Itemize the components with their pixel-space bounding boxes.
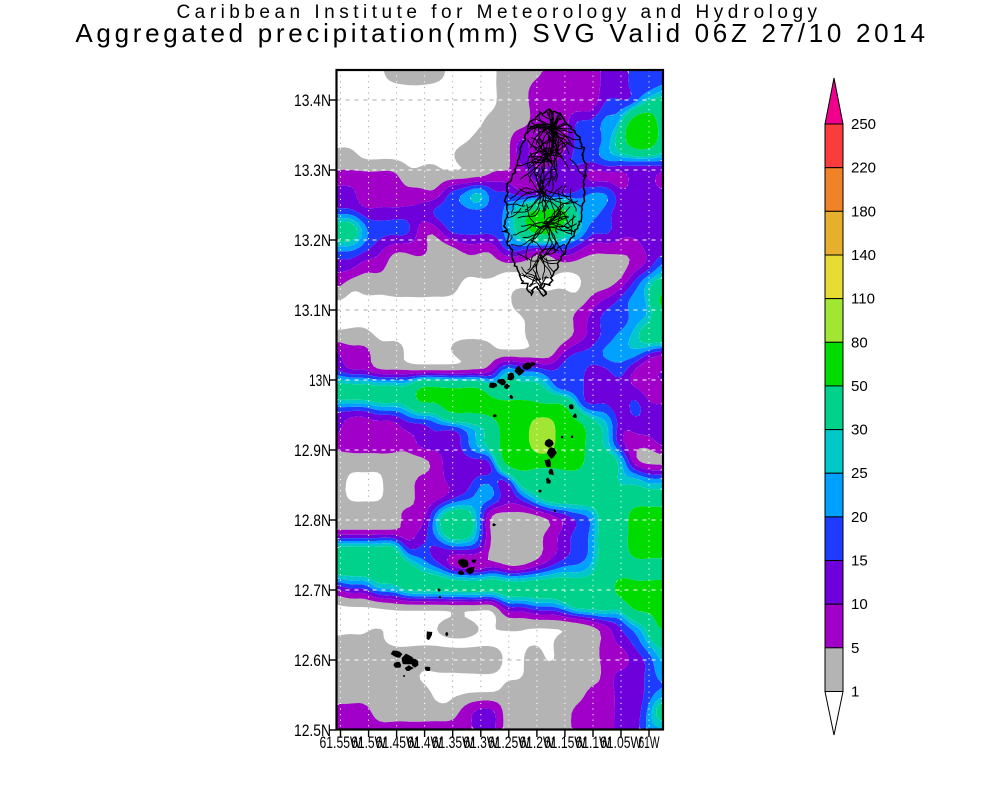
svg-text:61.5W: 61.5W xyxy=(351,733,386,752)
svg-text:30: 30 xyxy=(851,422,868,439)
svg-text:13.4N: 13.4N xyxy=(294,91,331,110)
svg-text:250: 250 xyxy=(851,116,876,133)
svg-text:110: 110 xyxy=(851,291,875,308)
svg-text:61.55W: 61.55W xyxy=(320,733,362,752)
svg-text:80: 80 xyxy=(851,334,868,351)
svg-text:61W: 61W xyxy=(639,733,660,752)
svg-text:13.1N: 13.1N xyxy=(294,301,331,320)
svg-text:13.3N: 13.3N xyxy=(294,161,331,180)
svg-text:5: 5 xyxy=(851,640,859,657)
svg-text:12.5N: 12.5N xyxy=(294,721,331,740)
svg-text:61.35W: 61.35W xyxy=(432,733,474,752)
svg-text:25: 25 xyxy=(851,465,868,482)
svg-text:13N: 13N xyxy=(309,371,331,390)
svg-text:12.8N: 12.8N xyxy=(294,511,331,530)
svg-text:12.9N: 12.9N xyxy=(294,441,331,460)
svg-text:220: 220 xyxy=(851,160,876,177)
svg-text:61.4W: 61.4W xyxy=(407,733,442,752)
svg-text:61.05W: 61.05W xyxy=(600,733,642,752)
svg-text:61.2W: 61.2W xyxy=(519,733,554,752)
svg-text:10: 10 xyxy=(851,596,868,613)
svg-text:61.25W: 61.25W xyxy=(488,733,530,752)
svg-text:61.15W: 61.15W xyxy=(544,733,586,752)
svg-text:61.1W: 61.1W xyxy=(576,733,611,752)
svg-text:12.6N: 12.6N xyxy=(294,651,331,670)
svg-text:140: 140 xyxy=(851,247,876,264)
svg-text:61.45W: 61.45W xyxy=(376,733,418,752)
svg-text:180: 180 xyxy=(851,203,876,220)
svg-text:13.2N: 13.2N xyxy=(294,231,331,250)
svg-text:50: 50 xyxy=(851,378,868,395)
svg-text:15: 15 xyxy=(851,553,868,570)
svg-text:20: 20 xyxy=(851,509,868,526)
svg-text:Caribbean Institute for Meteor: Caribbean Institute for Meteorology and … xyxy=(176,2,821,23)
svg-text:61.3W: 61.3W xyxy=(463,733,498,752)
svg-text:1: 1 xyxy=(851,684,859,701)
svg-text:12.7N: 12.7N xyxy=(294,581,331,600)
svg-text:Aggregated precipitation(mm) S: Aggregated precipitation(mm) SVG Valid 0… xyxy=(75,18,928,48)
